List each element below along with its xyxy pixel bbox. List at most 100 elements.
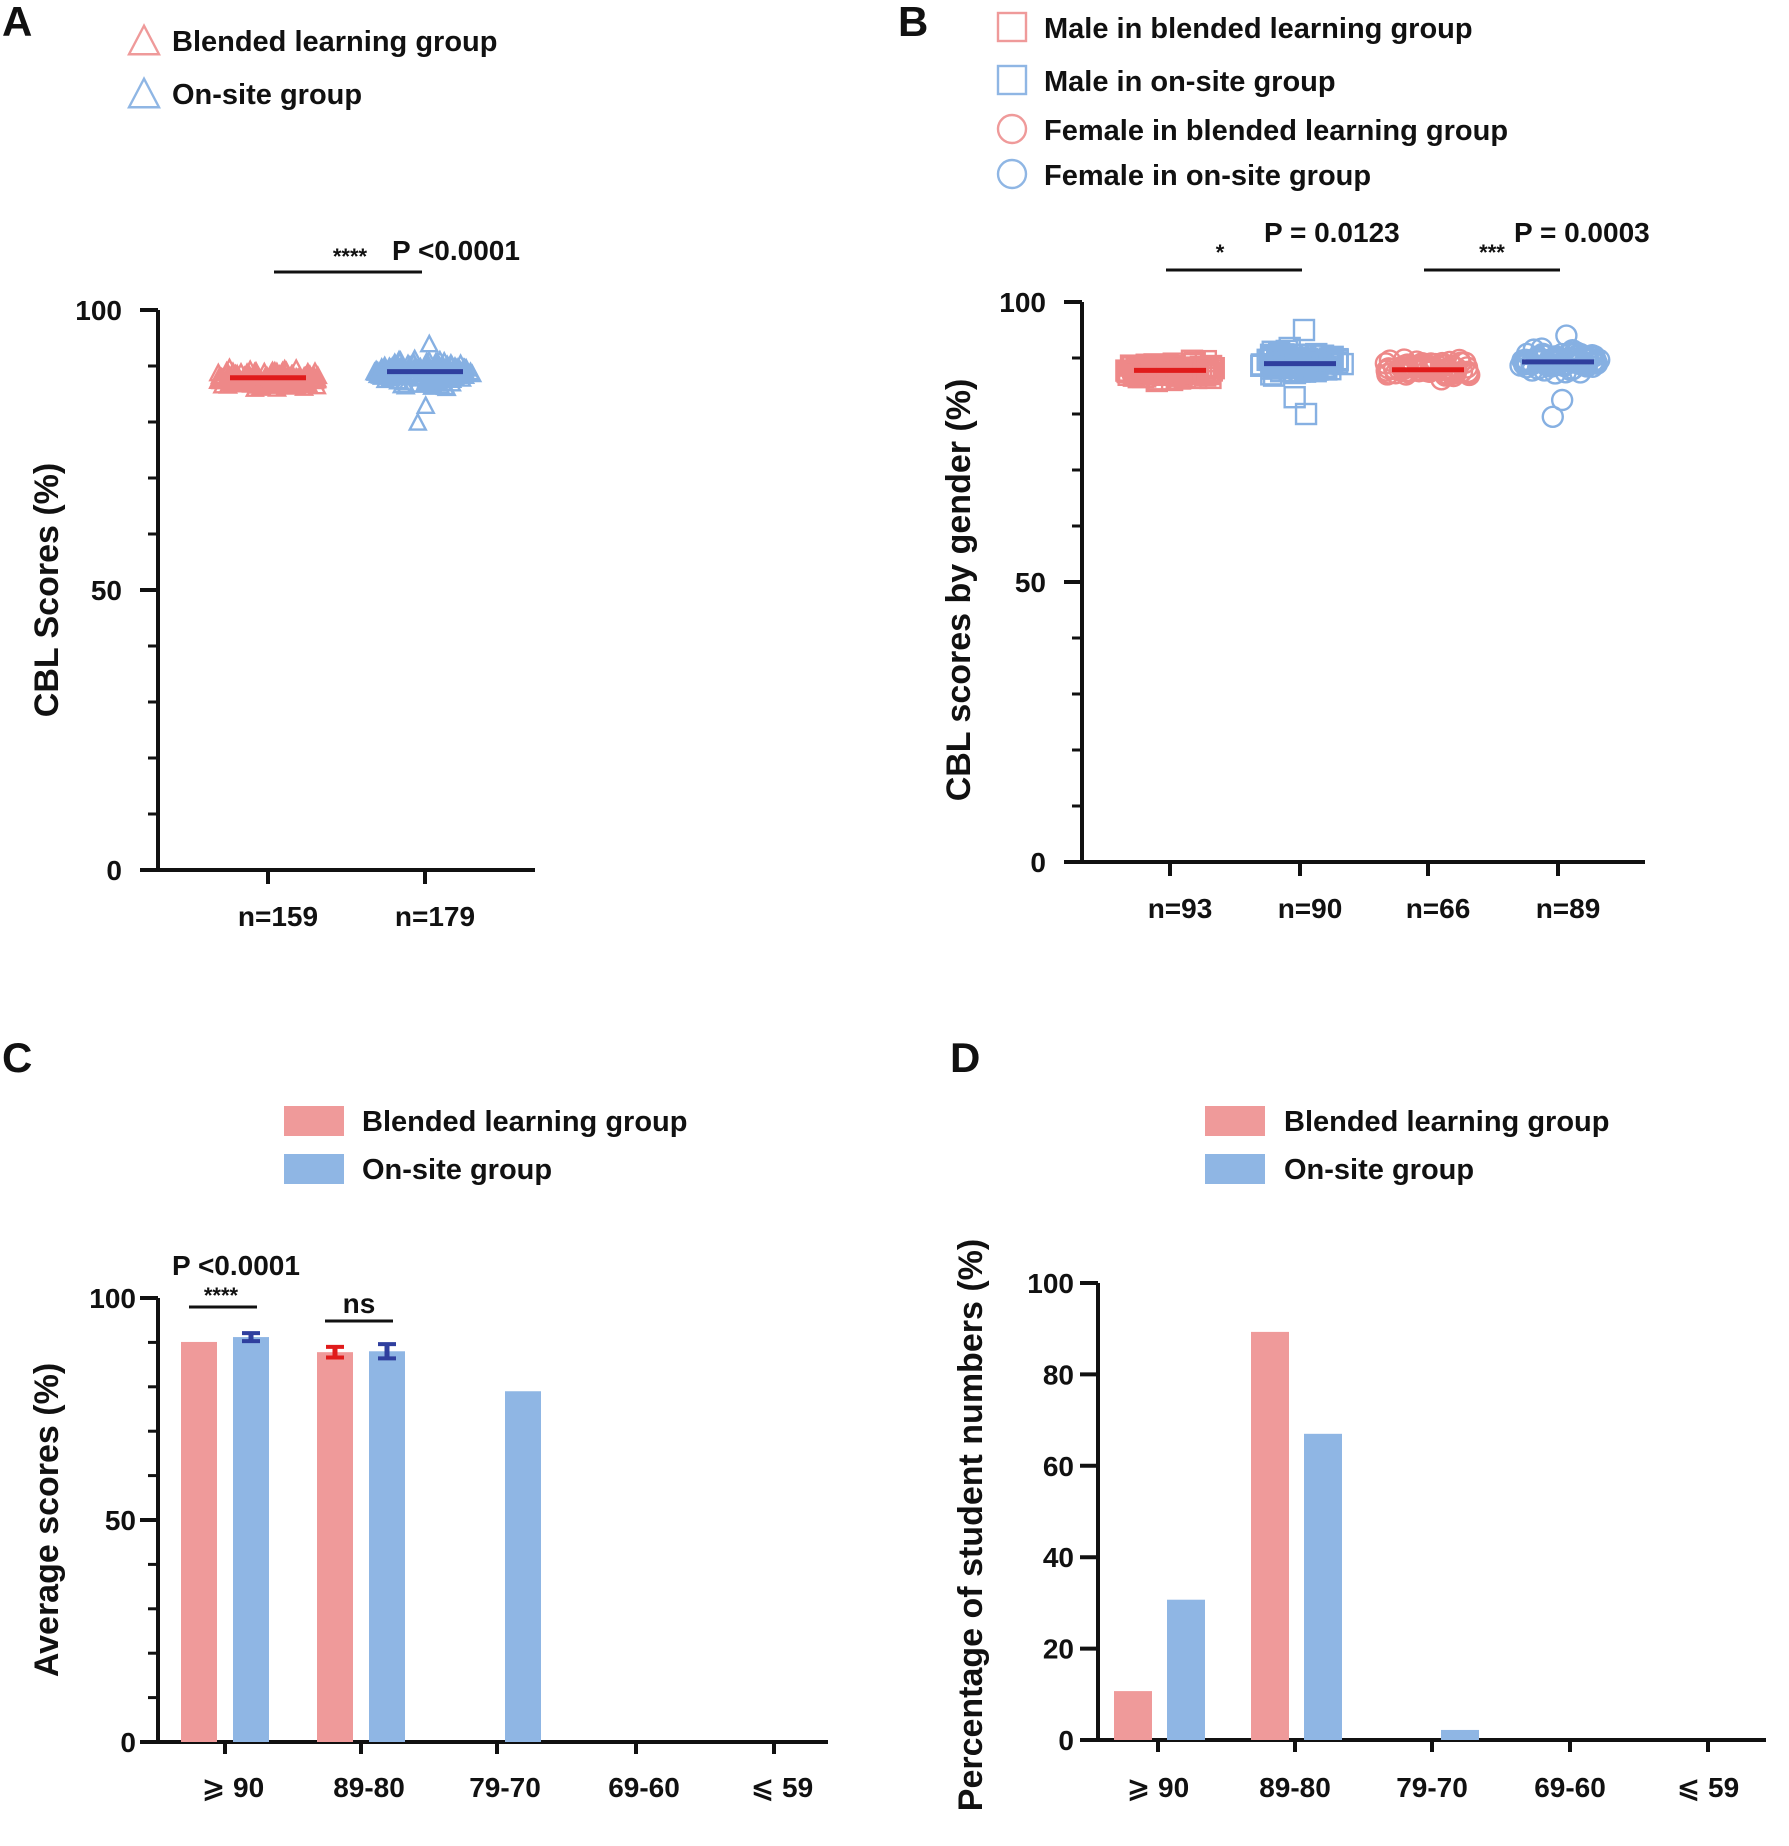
legend-swatch-blended-learning-group [1205, 1106, 1265, 1136]
significance-stars: **** [204, 1283, 239, 1308]
data-point [1545, 347, 1568, 371]
legend-swatch-on-site-group [1205, 1154, 1265, 1184]
panel-a-x-tick-label: n=179 [395, 901, 475, 932]
significance-stars: * [1216, 240, 1225, 265]
p-value-label: P = 0.0003 [1514, 217, 1650, 248]
panel-letter-c: C [2, 1034, 32, 1081]
p-value-label: P <0.0001 [392, 235, 520, 266]
panel-b-y-tick-label: 0 [1030, 847, 1046, 878]
panel-a-y-tick-label: 50 [91, 575, 122, 606]
panel-b-legend: Male in blended learning group Male in on… [996, 11, 1508, 192]
bar-on-site-group-79-70 [505, 1391, 541, 1742]
panel-b-significance: * P = 0.0123 *** P = 0.0003 [1166, 217, 1650, 272]
panel-c-x-tick-label: 89-80 [333, 1772, 405, 1803]
panel-b-points [1115, 318, 1611, 428]
panel-c-y-tick-label: 50 [105, 1505, 136, 1536]
panel-d-y-tick-label: 80 [1043, 1359, 1074, 1390]
panel-c-x-tick-label: ⩽ 59 [751, 1772, 813, 1803]
bar-blended-learning-group-90 [1114, 1691, 1152, 1740]
legend-swatch-on-site-group [284, 1154, 344, 1184]
bar-on-site-group-89-80 [1304, 1433, 1342, 1740]
significance-stars: ns [343, 1288, 376, 1319]
series-blended-learning-group [208, 357, 328, 397]
panel-d-bars [1114, 1331, 1479, 1740]
panel-b-x-tick-label: n=90 [1278, 893, 1343, 924]
panel-d-legend: Blended learning group On-site group [1205, 1106, 1609, 1186]
panel-d-x-tick-label: 79-70 [1396, 1772, 1468, 1803]
bar-blended-learning-group-89-80 [1251, 1331, 1289, 1740]
data-point [1292, 318, 1316, 342]
panel-d-y-tick-label: 100 [1027, 1268, 1074, 1299]
data-point [407, 373, 428, 393]
panel-c-x-tick-label: 69-60 [608, 1772, 680, 1803]
data-point [1198, 362, 1221, 386]
data-point [299, 364, 320, 384]
bar-on-site-group-90 [1167, 1599, 1205, 1740]
data-point [391, 374, 412, 394]
panel-a-x-tick-label: n=159 [238, 901, 318, 932]
panel-a-points [208, 333, 483, 431]
panel-c-bars [181, 1331, 541, 1742]
data-point [1409, 353, 1433, 376]
series-female-in-on-site-group [1509, 324, 1611, 428]
panel-a-significance: **** P <0.0001 [274, 235, 520, 274]
panel-c-significance: ****P <0.0001 ns [172, 1250, 393, 1323]
data-point [1326, 347, 1349, 371]
legend-marker-female-in-blended-learning-group [996, 113, 1028, 145]
panel-d-axes: 0 20 40 60 80 100 Percentage of student number… [952, 1239, 1766, 1811]
panel-d-y-tick-label: 40 [1043, 1542, 1074, 1573]
data-point [1441, 354, 1464, 378]
panel-a-axes: 0 50 100 CBL Scores (%) n=159 n=179 [28, 295, 535, 932]
series-male-in-on-site-group [1250, 318, 1354, 426]
data-point [434, 371, 454, 391]
bar-blended-learning-group-90 [181, 1341, 217, 1742]
p-value-label: P <0.0001 [172, 1250, 300, 1281]
panel-a-y-axis-title: CBL Scores (%) [28, 463, 66, 717]
panel-c-legend: Blended learning group On-site group [284, 1106, 687, 1186]
panel-b-x-tick-label: n=93 [1148, 893, 1213, 924]
legend-label-female-in-blended-learning-group: Female in blended learning group [1044, 115, 1508, 147]
data-point [388, 370, 409, 390]
panel-d-x-tick-label: ⩽ 59 [1677, 1772, 1739, 1803]
legend-label-on-site-group: On-site group [1284, 1154, 1474, 1186]
bar-blended-learning-group-89-80 [317, 1352, 353, 1742]
panel-d-y-tick-label: 20 [1043, 1634, 1074, 1665]
legend-swatch-blended-learning-group [284, 1106, 344, 1136]
series-on-site-group [364, 333, 483, 431]
data-point [389, 349, 410, 369]
panel-c: C Blended learning group On-site group 0 5… [2, 1034, 828, 1803]
data-point [1156, 363, 1179, 386]
legend-marker-blended-learning-group [127, 23, 161, 56]
data-point [1431, 354, 1454, 377]
data-point [1541, 405, 1564, 428]
p-value-label: P = 0.0123 [1264, 217, 1400, 248]
data-point [370, 362, 391, 382]
panel-letter-a: A [2, 0, 32, 45]
panel-d-y-axis-title: Percentage of student numbers (%) [952, 1239, 990, 1811]
legend-label-male-in-on-site-group: Male in on-site group [1044, 66, 1336, 98]
panel-a: A Blended learning group On-site group 0 5… [2, 0, 535, 932]
panel-b-y-axis-title: CBL scores by gender (%) [940, 379, 978, 802]
legend-marker-female-in-on-site-group [996, 158, 1028, 190]
panel-b-y-tick-label: 50 [1015, 567, 1046, 598]
panel-d-x-tick-label: ⩾ 90 [1127, 1772, 1189, 1803]
data-point [1262, 345, 1285, 368]
legend-label-blended-learning-group: Blended learning group [1284, 1106, 1609, 1138]
data-point [1133, 354, 1156, 378]
legend-label-blended-learning-group: Blended learning group [362, 1106, 687, 1138]
panel-a-y-tick-label: 100 [75, 295, 122, 326]
data-point [407, 411, 428, 431]
data-point [1550, 388, 1574, 412]
legend-label-female-in-on-site-group: Female in on-site group [1044, 160, 1371, 192]
panel-c-y-axis-title: Average scores (%) [28, 1363, 66, 1677]
panel-d-x-tick-label: 89-80 [1259, 1772, 1331, 1803]
panel-c-x-tick-label: 79-70 [469, 1772, 541, 1803]
panel-c-y-tick-label: 100 [89, 1283, 136, 1314]
legend-label-on-site-group: On-site group [172, 79, 362, 111]
legend-marker-male-in-on-site-group [996, 64, 1028, 96]
panel-d-y-tick-label: 60 [1043, 1451, 1074, 1482]
significance-stars: **** [333, 244, 368, 269]
data-point [1121, 356, 1145, 379]
